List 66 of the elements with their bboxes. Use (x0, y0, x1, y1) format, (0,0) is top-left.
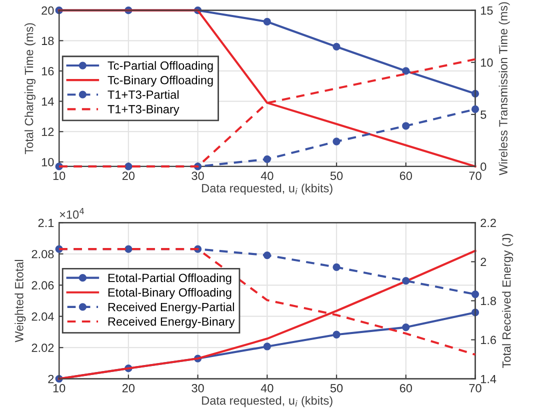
point (332, 138, 340, 146)
y-tick-label: 16 (42, 67, 54, 76)
point (263, 155, 271, 164)
y-tick-label: 2 (48, 374, 54, 384)
point (332, 330, 340, 338)
y2-axis-title: Wireless Transmission Time (ms) (498, 2, 510, 176)
y2-tick-label: 2 (480, 258, 486, 266)
point (471, 290, 480, 298)
y-axis-title: Total Charging Time (ms) (24, 23, 36, 154)
point (263, 18, 271, 26)
point (332, 42, 340, 51)
x-tick-label: 50 (330, 384, 343, 392)
y2-axis-title: Total Received Energy (J) (502, 234, 514, 368)
y-axis-title: Weighted Etotal (14, 260, 26, 342)
y-tick-label: 2.08 (32, 250, 54, 258)
legend-label: Received Energy-Binary (108, 317, 235, 328)
text: ×10$^{4}$ (60, 208, 84, 219)
x-tick-label: 10 (53, 172, 66, 180)
x-tick-label: 20 (122, 172, 135, 180)
y2-tick-label: 1.8 (481, 296, 496, 306)
y2-tick-label: 2.2 (480, 218, 496, 227)
point (124, 245, 132, 253)
x-tick-label: 60 (400, 172, 412, 180)
x-tick-label: 40 (260, 172, 274, 180)
point (263, 251, 271, 260)
x-tick-label: 70 (469, 172, 482, 180)
x-tick-label: 10 (53, 384, 66, 392)
y-tick-label: 14 (42, 97, 54, 106)
y-tick-label: 20 (42, 6, 54, 15)
x-axis-title: Data requested, u$_{i}$ (kbits) (202, 184, 332, 195)
point (471, 105, 480, 114)
legend-label: Tc-Partial Offloading (108, 61, 213, 72)
y-tick-label: 12 (42, 128, 54, 136)
y2-tick-label: 10 (481, 58, 493, 67)
x-axis-title: Data requested, u$_{i}$ (kbits) (202, 396, 332, 408)
legend-label: Etotal-Binary Offloading (108, 288, 232, 299)
legend-label: Etotal-Partial Offloading (108, 273, 232, 284)
y2-tick-label: 1.4 (481, 374, 496, 384)
y-tick-label: 2.04 (32, 312, 54, 321)
y2-tick-label: 5 (480, 110, 486, 119)
y2-tick-label: 1.6 (481, 336, 496, 344)
x-tick-label: 40 (260, 384, 274, 392)
x-tick-label: 50 (330, 172, 343, 180)
x-tick-label: 60 (400, 384, 412, 392)
y-tick-label: 2.06 (32, 281, 54, 290)
point (402, 122, 410, 130)
y-tick-label: 10 (42, 158, 54, 166)
point (332, 263, 340, 271)
point (402, 67, 410, 75)
legend-label: Tc-Binary Offloading (108, 76, 213, 87)
x-tick-label: 70 (469, 384, 482, 392)
x-tick-label: 30 (192, 172, 204, 180)
y2-tick-label: 0 (480, 162, 486, 171)
legend-label: T1+T3-Binary (108, 104, 180, 116)
y-tick-label: 2.02 (32, 344, 54, 352)
y-tick-label: 18 (42, 36, 54, 46)
y-tick-label: 2.1 (38, 218, 54, 227)
point (263, 342, 271, 350)
y2-tick-label: 15 (481, 6, 493, 15)
point (124, 162, 132, 170)
legend-label: T1+T3-Partial (108, 90, 179, 99)
point (402, 277, 410, 285)
x-tick-label: 30 (192, 384, 204, 392)
legend-label: Received Energy-Partial (108, 302, 234, 314)
x-tick-label: 20 (122, 384, 135, 392)
point (402, 323, 410, 332)
